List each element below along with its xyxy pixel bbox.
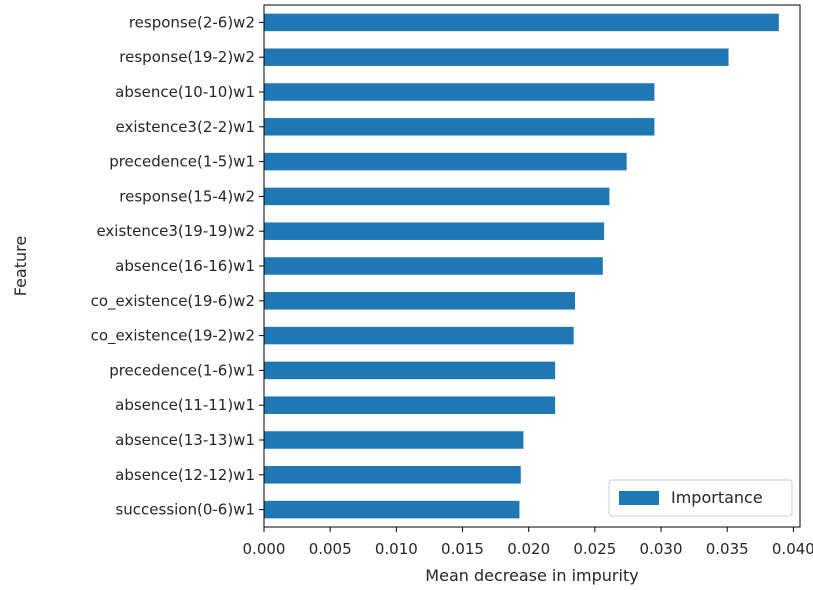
x-tick-label: 0.040 [772, 540, 813, 558]
y-tick-label: precedence(1-6)w1 [109, 361, 255, 379]
y-tick-label: succession(0-6)w1 [115, 501, 255, 519]
legend-label: Importance [671, 488, 763, 507]
y-tick-label: response(19-2)w2 [119, 48, 255, 66]
y-tick-label: absence(10-10)w1 [115, 83, 255, 101]
legend-frame [608, 479, 793, 517]
bar [264, 361, 556, 380]
x-tick-label: 0.030 [640, 540, 683, 558]
plot-frame [263, 4, 801, 528]
legend-swatch [619, 491, 659, 505]
y-tick-label: response(15-4)w2 [119, 187, 255, 205]
bar [264, 222, 605, 240]
x-tick-label: 0.035 [706, 540, 749, 558]
y-tick-label: co_existence(19-6)w2 [91, 292, 255, 311]
bar [264, 48, 729, 66]
x-tick-label: 0.010 [375, 540, 418, 558]
y-tick-label: existence3(2-2)w1 [116, 118, 255, 136]
x-axis-title: Mean decrease in impurity [425, 566, 638, 585]
y-tick-label: absence(12-12)w1 [115, 466, 255, 484]
x-tick-label: 0.020 [507, 540, 550, 558]
y-tick-label: absence(11-11)w1 [115, 396, 255, 414]
bar [264, 257, 603, 275]
y-tick-label: precedence(1-5)w1 [109, 153, 255, 171]
y-tick-label: absence(16-16)w1 [115, 257, 255, 275]
bar [264, 500, 520, 519]
x-ticks: 0.000 0.005 0.010 0.015 0.020 0.025 0.030 0.035… [243, 527, 813, 558]
bars-group [264, 13, 779, 519]
y-tick-label: existence3(19-19)w2 [96, 222, 255, 240]
bar [264, 13, 779, 32]
bar [264, 431, 524, 449]
bar [264, 83, 655, 101]
bar [264, 152, 627, 171]
x-tick-label: 0.005 [309, 540, 352, 558]
legend: Importance [608, 479, 793, 517]
bar [264, 187, 610, 206]
y-tick-label: response(2-6)w2 [129, 13, 255, 31]
y-tick-labels: response(2-6)w2 response(19-2)w2 absence(1… [91, 13, 264, 519]
y-tick-label: co_existence(19-2)w2 [91, 327, 255, 346]
y-axis-title: Feature [11, 236, 30, 296]
x-tick-label: 0.000 [243, 540, 286, 558]
x-tick-label: 0.025 [573, 540, 616, 558]
y-tick-label: absence(13-13)w1 [115, 431, 255, 449]
bar [264, 326, 574, 345]
bar [264, 118, 655, 136]
bar [264, 292, 576, 310]
bar [264, 466, 521, 484]
x-tick-label: 0.015 [441, 540, 484, 558]
bar [264, 396, 556, 414]
